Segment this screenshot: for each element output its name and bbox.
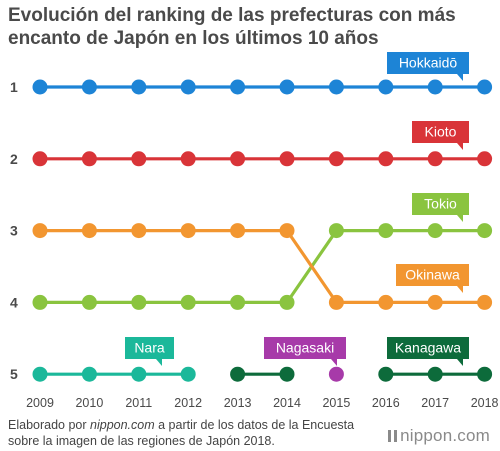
data-point-hokkaido bbox=[427, 79, 443, 95]
series-label: Kioto bbox=[425, 124, 457, 140]
data-point-hokkaido bbox=[32, 79, 48, 95]
data-point-okinawa bbox=[279, 223, 295, 239]
series-line-tokio bbox=[40, 229, 485, 304]
source-note: Elaborado por nippon.com a partir de los… bbox=[8, 417, 388, 449]
x-tick-label: 2012 bbox=[174, 396, 202, 410]
data-point-tokio bbox=[477, 223, 493, 239]
data-point-okinawa bbox=[180, 223, 196, 239]
x-axis-ticks: 2009 2010 2011 2012 2013 2014 2015 2016 2017 2018 bbox=[26, 396, 498, 410]
data-point-nagasaki bbox=[328, 366, 344, 382]
chart-title: Evolución del ranking de las prefecturas… bbox=[8, 5, 456, 49]
y-tick-label: 3 bbox=[10, 223, 18, 239]
data-point-okinawa bbox=[427, 294, 443, 310]
series-labels: Hokkaidō Kioto Tokio Okinawa Nara Nagasaki Kan… bbox=[125, 52, 469, 366]
data-point-kioto bbox=[378, 151, 394, 167]
data-point-okinawa bbox=[131, 223, 147, 239]
data-point-tokio bbox=[131, 294, 147, 310]
data-point-tokio bbox=[279, 294, 295, 310]
series-label: Nagasaki bbox=[276, 340, 334, 356]
data-point-kanagawa bbox=[378, 366, 394, 382]
data-point-tokio bbox=[180, 294, 196, 310]
data-point-hokkaido bbox=[230, 79, 246, 95]
x-tick-label: 2010 bbox=[75, 396, 103, 410]
y-axis-ticks: 1 2 3 4 5 bbox=[10, 79, 18, 382]
x-tick-label: 2017 bbox=[421, 396, 449, 410]
data-point-kioto bbox=[81, 151, 97, 167]
data-point-okinawa bbox=[328, 294, 344, 310]
x-tick-label: 2018 bbox=[471, 396, 499, 410]
data-point-kanagawa bbox=[279, 366, 295, 382]
data-point-kioto bbox=[180, 151, 196, 167]
nippon-logo-icon bbox=[388, 430, 398, 442]
x-tick-label: 2016 bbox=[372, 396, 400, 410]
data-point-hokkaido bbox=[180, 79, 196, 95]
data-point-kioto bbox=[328, 151, 344, 167]
x-tick-label: 2009 bbox=[26, 396, 54, 410]
series-label-box: Hokkaidō bbox=[387, 52, 469, 81]
brand-text: nippon.com bbox=[400, 426, 490, 445]
series-line-okinawa bbox=[40, 229, 485, 304]
source-site: nippon.com bbox=[90, 418, 155, 432]
series-label-box: Okinawa bbox=[396, 264, 469, 293]
data-point-hokkaido bbox=[328, 79, 344, 95]
x-tick-label: 2011 bbox=[125, 396, 152, 410]
x-tick-label: 2013 bbox=[224, 396, 252, 410]
y-tick-label: 1 bbox=[10, 79, 18, 95]
data-point-hokkaido bbox=[131, 79, 147, 95]
y-tick-label: 2 bbox=[10, 151, 18, 167]
data-point-tokio bbox=[230, 294, 246, 310]
series-label-box: Tokio bbox=[412, 193, 469, 222]
data-point-kioto bbox=[427, 151, 443, 167]
brand-logo: nippon.com bbox=[388, 426, 490, 446]
y-tick-label: 5 bbox=[10, 366, 18, 382]
data-point-hokkaido bbox=[81, 79, 97, 95]
data-point-okinawa bbox=[477, 294, 493, 310]
series-label: Okinawa bbox=[405, 267, 460, 283]
data-point-kanagawa bbox=[427, 366, 443, 382]
data-point-tokio bbox=[328, 223, 344, 239]
data-point-okinawa bbox=[230, 223, 246, 239]
data-point-hokkaido bbox=[279, 79, 295, 95]
data-point-nara bbox=[180, 366, 196, 382]
data-point-hokkaido bbox=[477, 79, 493, 95]
data-point-okinawa bbox=[32, 223, 48, 239]
series-points bbox=[32, 79, 493, 382]
data-point-kanagawa bbox=[230, 366, 246, 382]
series-label: Kanagawa bbox=[395, 340, 461, 356]
data-point-nara bbox=[81, 366, 97, 382]
series-lines bbox=[40, 85, 485, 376]
data-point-kioto bbox=[477, 151, 493, 167]
series-label-box: Nagasaki bbox=[264, 337, 346, 366]
data-point-tokio bbox=[32, 294, 48, 310]
series-label: Nara bbox=[134, 340, 165, 356]
data-point-nara bbox=[131, 366, 147, 382]
data-point-kanagawa bbox=[477, 366, 493, 382]
data-point-tokio bbox=[81, 294, 97, 310]
series-label-box: Kanagawa bbox=[387, 337, 469, 366]
source-prefix: Elaborado por bbox=[8, 418, 91, 432]
x-tick-label: 2014 bbox=[273, 396, 301, 410]
data-point-hokkaido bbox=[378, 79, 394, 95]
series-label: Tokio bbox=[424, 196, 457, 212]
data-point-okinawa bbox=[378, 294, 394, 310]
source-suffix: a partir de los datos de la Encuesta sob… bbox=[8, 418, 355, 448]
y-tick-label: 4 bbox=[10, 294, 18, 310]
data-point-nara bbox=[32, 366, 48, 382]
data-point-tokio bbox=[427, 223, 443, 239]
data-point-okinawa bbox=[81, 223, 97, 239]
data-point-kioto bbox=[230, 151, 246, 167]
data-point-kioto bbox=[279, 151, 295, 167]
series-label: Hokkaidō bbox=[399, 55, 458, 71]
x-tick-label: 2015 bbox=[322, 396, 350, 410]
data-point-tokio bbox=[378, 223, 394, 239]
data-point-kioto bbox=[32, 151, 48, 167]
data-point-kioto bbox=[131, 151, 147, 167]
series-label-box: Nara bbox=[125, 337, 174, 366]
series-label-box: Kioto bbox=[412, 121, 469, 150]
